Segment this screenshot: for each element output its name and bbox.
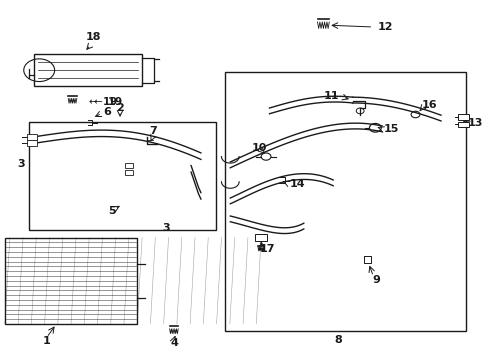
Bar [5, 238, 137, 324]
Bar [255, 234, 267, 241]
Bar [458, 114, 469, 120]
Text: 5: 5 [108, 206, 116, 216]
Text: 16: 16 [421, 100, 437, 111]
Text: 13: 13 [468, 118, 483, 128]
Bar [27, 134, 37, 140]
Bar [225, 72, 466, 331]
Bar [125, 163, 133, 168]
Text: 1: 1 [43, 336, 50, 346]
Text: 3: 3 [17, 159, 25, 169]
Text: $\leftarrow$ 19: $\leftarrow$ 19 [86, 95, 118, 107]
Text: 4: 4 [170, 338, 178, 348]
Text: 18: 18 [85, 32, 101, 42]
Text: 12: 12 [377, 22, 393, 32]
Text: $\leftarrow$ 19: $\leftarrow$ 19 [91, 95, 122, 107]
Bar [27, 140, 37, 146]
Bar [125, 170, 133, 175]
Text: 9: 9 [372, 275, 380, 285]
Text: 7: 7 [149, 126, 157, 136]
Text: 11: 11 [324, 91, 340, 101]
Text: 6: 6 [103, 107, 111, 117]
Text: 8: 8 [334, 335, 342, 345]
Text: 15: 15 [384, 124, 399, 134]
Text: 2: 2 [116, 103, 124, 113]
Text: 3: 3 [163, 222, 171, 233]
Text: 10: 10 [252, 143, 268, 153]
Bar [34, 54, 142, 86]
Text: 14: 14 [290, 179, 306, 189]
Bar [29, 122, 216, 230]
Text: 17: 17 [260, 244, 275, 254]
Bar [458, 122, 469, 127]
